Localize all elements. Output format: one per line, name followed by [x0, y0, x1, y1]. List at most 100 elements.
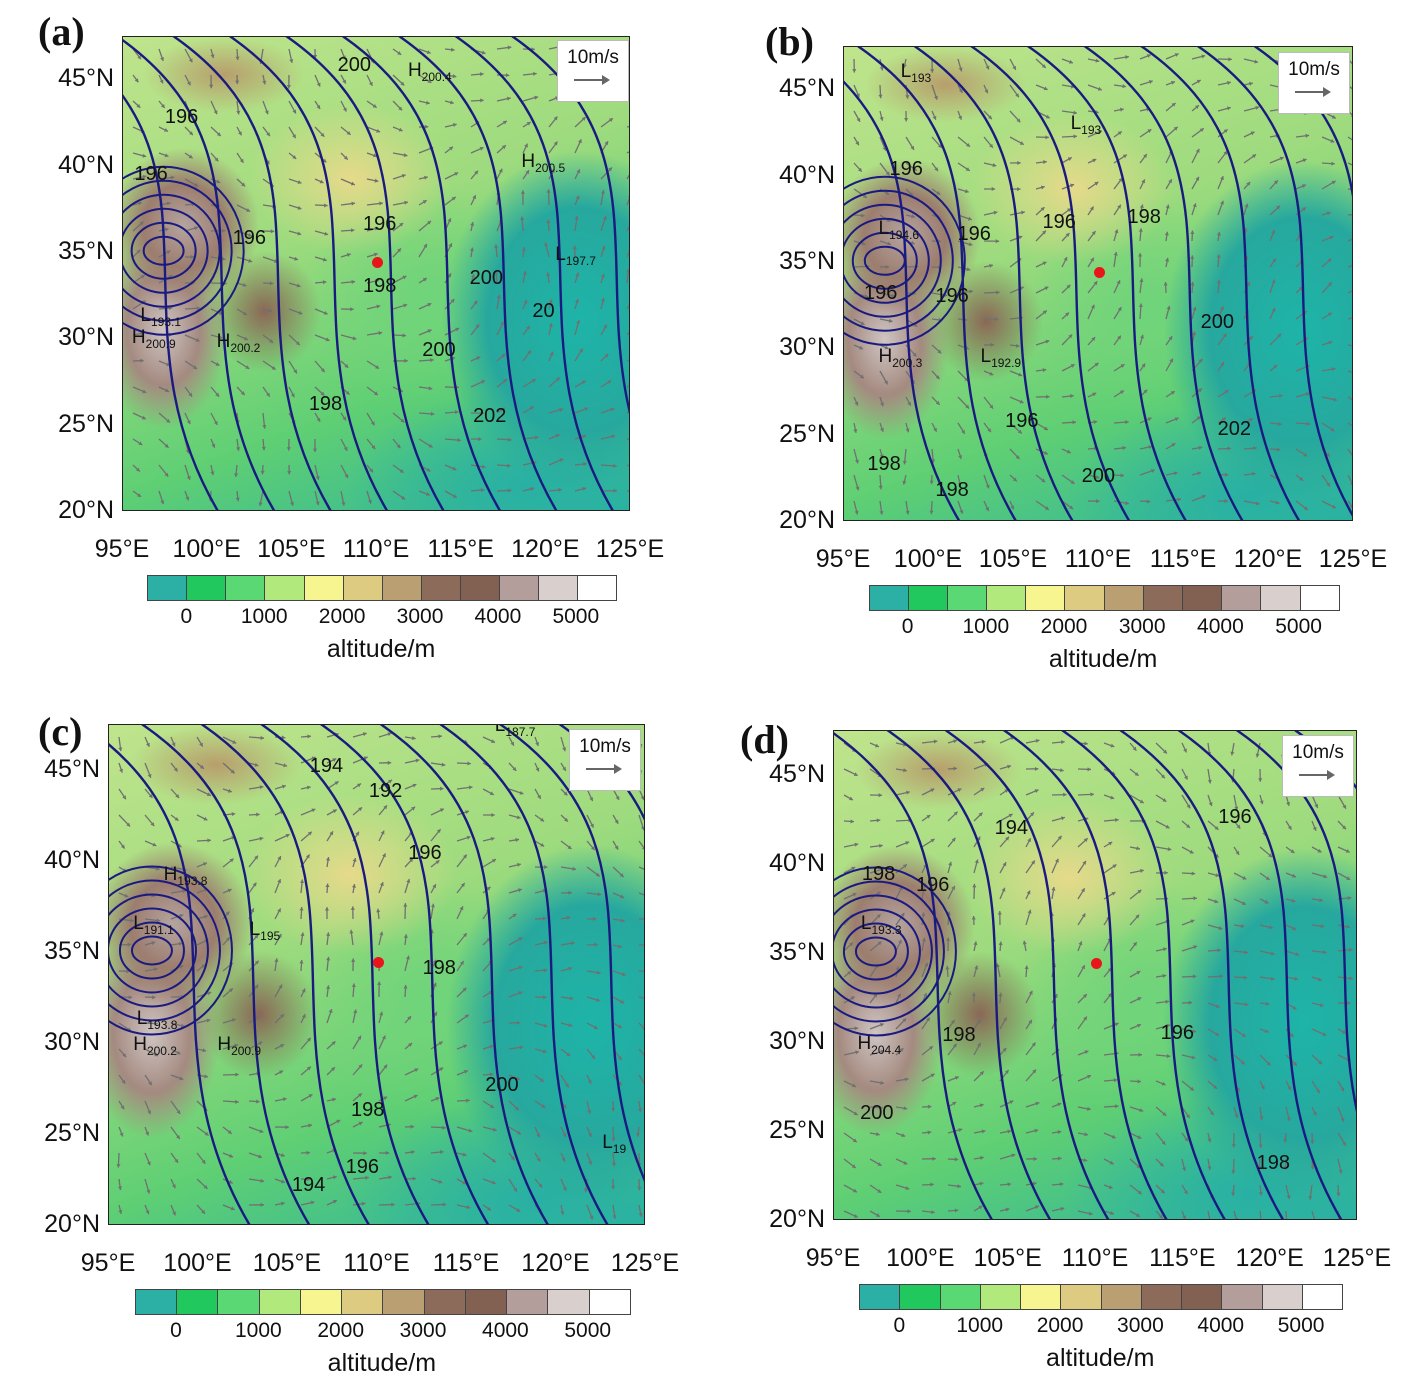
wind-arrowhead [611, 1137, 616, 1142]
wind-arrowhead [1137, 1135, 1142, 1139]
center-value: 192.9 [991, 355, 1022, 370]
wind-arrowhead [137, 55, 142, 60]
wind-arrowhead [1316, 1089, 1320, 1094]
wind-arrowhead [906, 790, 910, 795]
center-value: 193.3 [871, 923, 902, 937]
wind-arrowhead [553, 141, 558, 146]
wind-arrowhead [156, 866, 160, 871]
colorbar-tick-label: 4000 [482, 1319, 529, 1342]
wind-arrowhead [120, 1105, 125, 1110]
contour-line [140, 725, 311, 1224]
wind-arrowhead [283, 763, 288, 768]
wind-arrowhead [575, 195, 580, 200]
colorbar-tick-label: 3000 [1118, 615, 1166, 638]
wind-arrowhead [118, 1210, 123, 1214]
wind-arrowhead [1171, 102, 1176, 107]
wind-arrowhead [1087, 1074, 1092, 1079]
wind-arrowhead [1120, 473, 1125, 478]
wind-arrowhead [1035, 1101, 1040, 1106]
wind-arrowhead [171, 742, 176, 747]
plateau-contour [844, 217, 930, 304]
x-tick-label: 100°E [163, 1249, 232, 1277]
wind-arrowhead [490, 1104, 495, 1108]
wind-arrowhead [324, 907, 330, 911]
wind-arrowhead [1330, 138, 1335, 143]
wind-arrowhead [1115, 817, 1119, 823]
center-type: L [878, 218, 890, 240]
wind-arrowhead [1143, 389, 1148, 394]
colorbar-swatch [1300, 586, 1339, 610]
wind-arrow [1285, 1210, 1288, 1219]
wind-arrowhead [277, 879, 282, 884]
wind-arrowhead [568, 966, 573, 971]
wind-arrowhead [473, 300, 478, 305]
wind-arrowhead [905, 510, 910, 515]
wind-reference-label: 10m/s [579, 736, 631, 757]
wind-arrowhead [1163, 281, 1168, 286]
wind-arrowhead [565, 1083, 569, 1088]
wind-arrowhead [1147, 129, 1152, 133]
colorbar-swatch [900, 1285, 941, 1309]
wind-arrowhead [173, 767, 178, 772]
wind-arrowhead [189, 131, 193, 136]
wind-arrowhead [165, 388, 170, 393]
wind-arrowhead [1207, 1166, 1212, 1170]
wind-arrowhead [1094, 362, 1099, 367]
contour-label: 198 [867, 453, 901, 475]
wind-arrowhead [138, 201, 142, 206]
wind-arrowhead [900, 912, 905, 917]
wind-arrowhead [1066, 449, 1071, 454]
wind-arrowhead [1066, 208, 1071, 213]
wind-arrowhead [1004, 1069, 1009, 1074]
contour-label: 196 [363, 213, 397, 236]
wind-arrowhead [514, 1106, 519, 1111]
wind-arrowhead [611, 1107, 616, 1112]
wind-arrowhead [465, 810, 470, 815]
wind-arrowhead [1299, 476, 1304, 481]
wind-arrowhead [489, 1072, 494, 1077]
wind-arrowhead [159, 79, 164, 84]
wind-arrowhead [927, 1104, 932, 1109]
center-value: 193.1 [150, 314, 181, 329]
wind-arrowhead [403, 934, 408, 938]
colorbar-swatch [1026, 586, 1066, 610]
wind-arrowhead [255, 1016, 260, 1021]
wind-arrowhead [1201, 54, 1206, 59]
wind-arrowhead [1193, 896, 1197, 901]
wind-arrowhead [853, 1111, 858, 1116]
center-value: 187.7 [505, 724, 536, 739]
wind-arrowhead [1286, 802, 1291, 806]
wind-arrowhead [578, 139, 582, 144]
center-value: 204.4 [871, 1042, 902, 1057]
wind-arrowhead [277, 856, 282, 861]
wind-arrowhead [439, 1150, 444, 1155]
contour-label: 196 [232, 227, 266, 250]
wind-arrowhead [365, 1175, 369, 1180]
wind-arrowhead [1217, 948, 1221, 953]
wind-arrowhead [494, 244, 499, 249]
wind-arrowhead [627, 249, 629, 251]
wind-arrowhead [322, 280, 327, 285]
contour-line [454, 37, 615, 510]
wind-arrowhead [958, 115, 963, 120]
wind-arrow [1347, 370, 1352, 373]
wind-arrowhead [535, 742, 540, 746]
wind-arrowhead [877, 1162, 882, 1166]
y-tick-label: 40°N [58, 150, 114, 179]
wind-arrowhead [270, 229, 275, 234]
wind-arrowhead [454, 172, 459, 176]
wind-arrowhead [204, 1131, 209, 1136]
wind-arrowhead [428, 386, 433, 391]
wind-arrowhead [199, 742, 203, 747]
wind-arrowhead [899, 1048, 904, 1053]
wind-arrowhead [438, 1041, 443, 1046]
wind-arrowhead [325, 337, 330, 342]
wind-arrowhead [166, 250, 171, 255]
wind-arrowhead [136, 103, 141, 108]
x-tick-label: 110°E [1064, 545, 1132, 573]
wind-arrowhead [199, 765, 204, 769]
wind-arrowhead [1168, 179, 1172, 184]
contour-label: 192 [368, 780, 403, 803]
wind-arrowhead [1295, 952, 1300, 957]
wind-arrowhead [160, 104, 165, 108]
